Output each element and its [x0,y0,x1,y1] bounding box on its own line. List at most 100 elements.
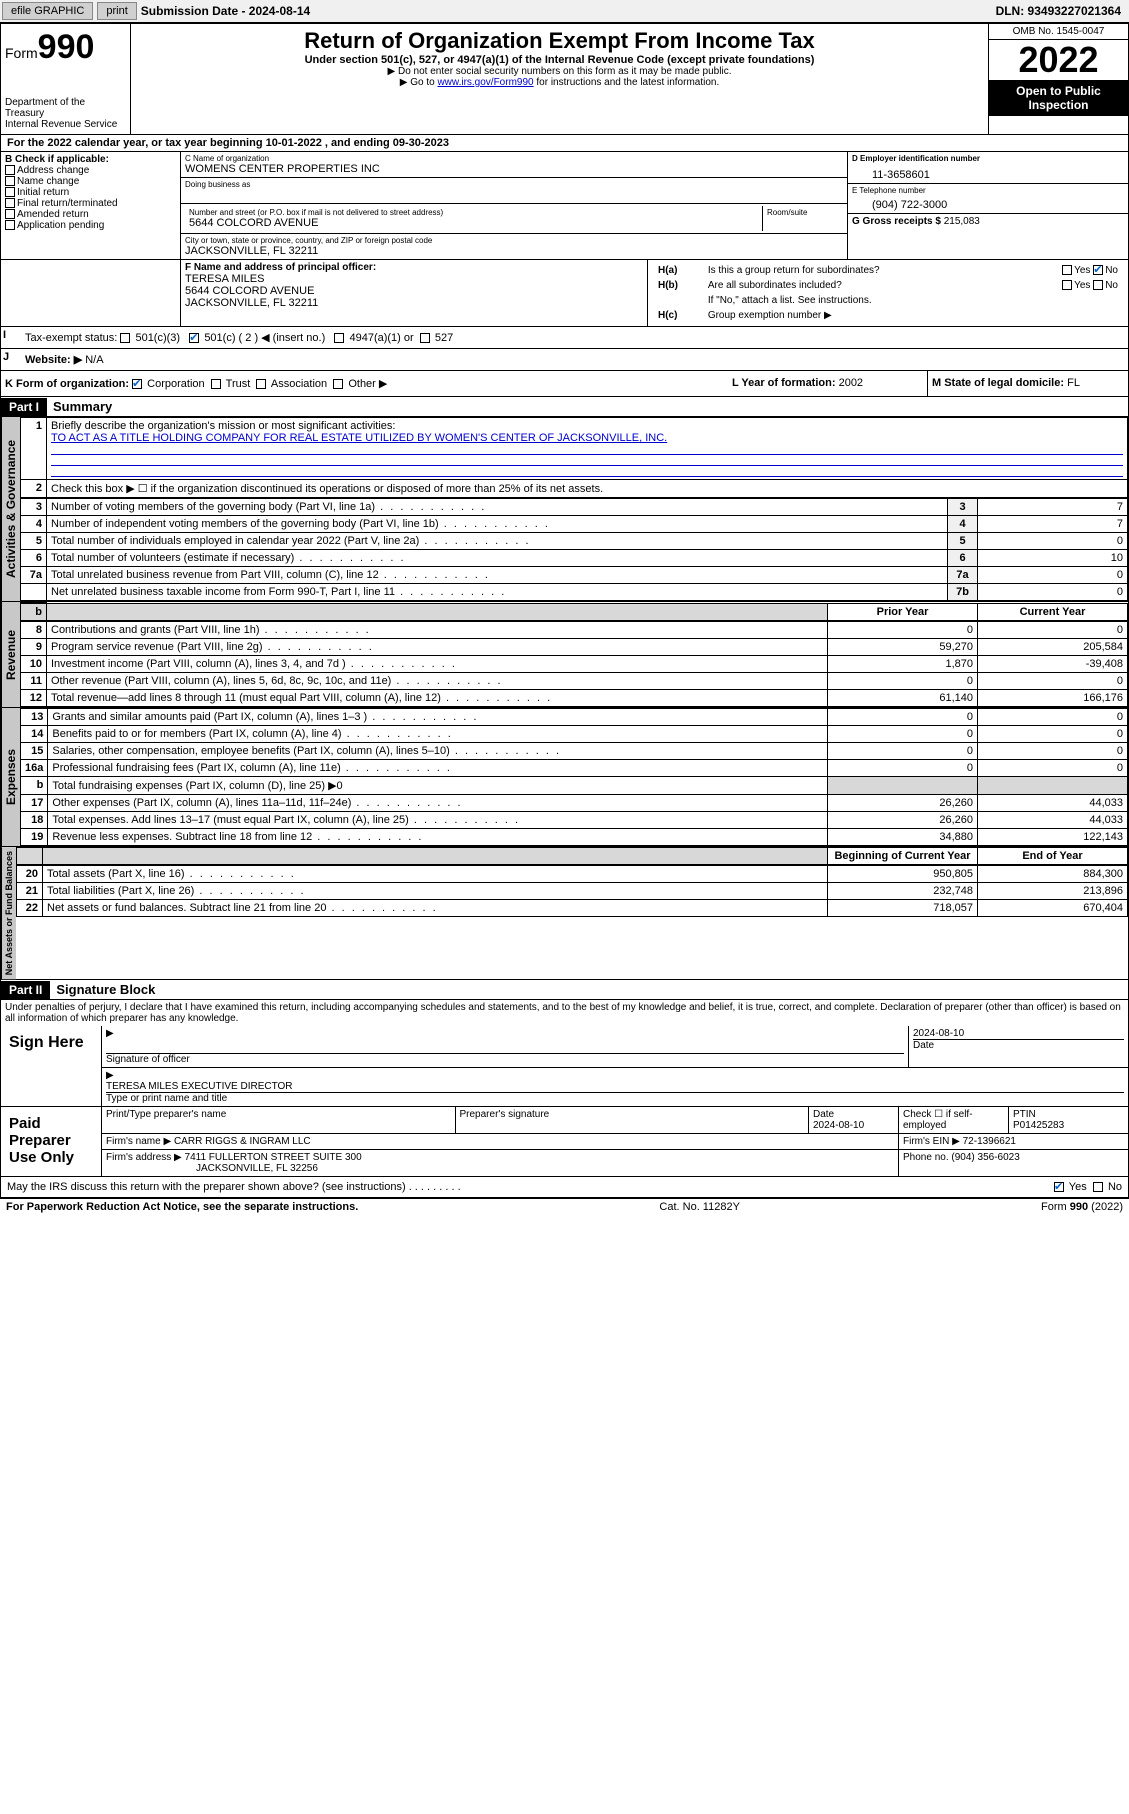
addr-label: Number and street (or P.O. box if mail i… [189,208,758,217]
table-row: bTotal fundraising expenses (Part IX, co… [21,777,1128,795]
sig-date-value: 2024-08-10 [913,1028,1124,1039]
submission-date: Submission Date - 2024-08-14 [141,4,310,18]
header-note-1: ▶ Do not enter social security numbers o… [135,66,984,77]
cb-address-change[interactable] [5,165,15,175]
table-row: 15Salaries, other compensation, employee… [21,743,1128,760]
cb-discuss-no[interactable] [1093,1182,1103,1192]
part1-badge: Part I [1,398,47,416]
box-deg: D Employer identification number 11-3658… [848,152,1128,259]
firm-addr1: 7411 FULLERTON STREET SUITE 300 [185,1152,362,1163]
h-b-note: If "No," attach a list. See instructions… [704,294,1122,307]
lbl-501c: 501(c) ( 2 ) ◀ (insert no.) [204,332,325,344]
k-label: K Form of organization: [5,378,129,390]
h-a-text: Is this a group return for subordinates? [704,264,1011,277]
prep-date-label: Date [813,1109,834,1120]
cb-name-change[interactable] [5,176,15,186]
cb-ha-yes[interactable] [1062,265,1072,275]
city-label: City or town, state or province, country… [185,236,843,245]
cb-501c[interactable] [189,333,199,343]
dept-label: Department of the Treasury [5,97,126,119]
lbl-name-change: Name change [17,176,79,187]
m-value: FL [1067,377,1080,389]
cb-discuss-yes[interactable] [1054,1182,1064,1192]
table-row: 13Grants and similar amounts paid (Part … [21,709,1128,726]
h-c-text: Group exemption number ▶ [704,309,1122,322]
cb-amended[interactable] [5,209,15,219]
vtab-net: Net Assets or Fund Balances [1,847,16,979]
header-note-2a: ▶ Go to [400,77,438,88]
form-header: Form990 Department of the Treasury Inter… [0,23,1129,135]
sig-name-label: Type or print name and title [106,1092,1124,1104]
lbl-pending: Application pending [17,220,104,231]
cb-hb-no[interactable] [1093,280,1103,290]
lbl-other: Other ▶ [348,378,387,390]
prep-date-value: 2024-08-10 [813,1120,864,1131]
prep-self-employed: Check ☐ if self-employed [898,1107,1008,1133]
cb-4947[interactable] [334,333,344,343]
lbl-4947: 4947(a)(1) or [349,332,413,344]
omb-number: OMB No. 1545-0047 [989,24,1128,40]
page-footer: For Paperwork Reduction Act Notice, see … [0,1198,1129,1215]
officer-name: TERESA MILES [185,273,643,285]
h-b-text: Are all subordinates included? [704,279,1011,292]
cb-527[interactable] [420,333,430,343]
cb-501c3[interactable] [120,333,130,343]
cb-hb-yes[interactable] [1062,280,1072,290]
expenses-section: Expenses 13Grants and similar amounts pa… [0,708,1129,847]
lbl-no: No [1108,1181,1122,1193]
org-form-row: K Form of organization: Corporation Trus… [0,371,1129,397]
public-inspection: Open to Public Inspection [989,80,1128,116]
box-m: M State of legal domicile: FL [928,371,1128,396]
print-button[interactable]: print [97,2,136,20]
tax-period: For the 2022 calendar year, or tax year … [0,135,1129,152]
footer-pra: For Paperwork Reduction Act Notice, see … [6,1201,358,1213]
box-f: F Name and address of principal officer:… [181,260,648,326]
col-begin: Beginning of Current Year [828,848,978,865]
org-name-label: C Name of organization [185,154,843,163]
sig-name-value: TERESA MILES EXECUTIVE DIRECTOR [106,1081,1124,1092]
part2-badge: Part II [1,981,50,999]
period-text: For the 2022 calendar year, or tax year … [7,137,449,149]
cb-initial[interactable] [5,187,15,197]
prep-name-label: Print/Type preparer's name [101,1107,455,1133]
tax-status-row: I Tax-exempt status: 501(c)(3) 501(c) ( … [0,327,1129,349]
cb-assoc[interactable] [256,379,266,389]
prep-sig-label: Preparer's signature [455,1107,809,1133]
mission-text: TO ACT AS A TITLE HOLDING COMPANY FOR RE… [51,432,667,444]
phone-label: E Telephone number [852,186,1124,195]
lbl-501c3: 501(c)(3) [135,332,180,344]
firm-ein-label: Firm's EIN ▶ [903,1136,960,1147]
table-row: 17Other expenses (Part IX, column (A), l… [21,795,1128,812]
cb-pending[interactable] [5,220,15,230]
lbl-trust: Trust [226,378,251,390]
part2-title: Signature Block [50,980,161,999]
part1-title: Summary [47,397,118,416]
lbl-527: 527 [435,332,453,344]
table-row: 7aTotal unrelated business revenue from … [21,567,1128,584]
dln: DLN: 93493227021364 [996,4,1127,18]
firm-addr-label: Firm's address ▶ [106,1152,182,1163]
cb-corp[interactable] [132,379,142,389]
table-row: 9Program service revenue (Part VIII, lin… [21,639,1128,656]
table-row: 21Total liabilities (Part X, line 26)232… [17,883,1128,900]
cb-final[interactable] [5,198,15,208]
part2-header: Part II Signature Block [0,980,1129,1000]
cb-ha-no[interactable] [1093,265,1103,275]
table-row: 11Other revenue (Part VIII, column (A), … [21,673,1128,690]
irs-link[interactable]: www.irs.gov/Form990 [437,77,533,88]
gross-label: G Gross receipts $ [852,216,941,227]
officer-label: F Name and address of principal officer: [185,262,643,273]
tax-year: 2022 [989,40,1128,80]
signature-block: Sign Here Signature of officer 2024-08-1… [0,1026,1129,1198]
form-subtitle: Under section 501(c), 527, or 4947(a)(1)… [135,54,984,66]
cb-other[interactable] [333,379,343,389]
table-row: 5Total number of individuals employed in… [21,533,1128,550]
lbl-corp: Corporation [147,378,204,390]
firm-name-label: Firm's name ▶ [106,1136,171,1147]
efile-button[interactable]: efile GRAPHIC [2,2,93,20]
firm-phone-label: Phone no. [903,1152,949,1163]
sig-officer-label: Signature of officer [106,1053,904,1065]
cb-trust[interactable] [211,379,221,389]
declaration-text: Under penalties of perjury, I declare th… [0,1000,1129,1026]
footer-form: Form 990 (2022) [1041,1201,1123,1213]
